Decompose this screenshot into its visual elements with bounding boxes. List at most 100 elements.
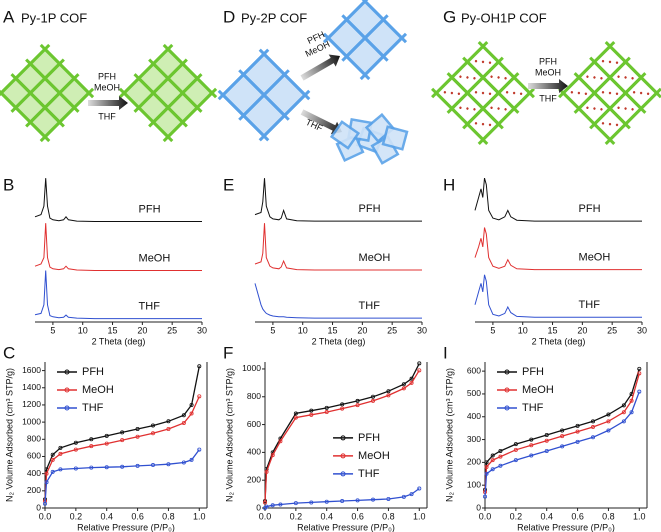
panel-letter: B xyxy=(3,175,14,194)
arrow xyxy=(300,109,342,135)
data-point xyxy=(637,389,642,394)
x-tick-label: 0.6 xyxy=(571,511,584,521)
y-tick-label: 1000 xyxy=(22,416,41,426)
data-point xyxy=(166,419,171,424)
data-point xyxy=(591,435,596,440)
y-tick-label: 200 xyxy=(467,457,481,467)
x-tick-label: 5 xyxy=(490,325,495,335)
lattice-edge xyxy=(10,73,65,128)
lattice-dot xyxy=(617,106,620,109)
data-point xyxy=(58,467,63,472)
data-point xyxy=(104,433,109,438)
data-point xyxy=(270,503,275,508)
data-point xyxy=(621,403,626,408)
x-axis-label: Relative Pressure (P/P₀) xyxy=(297,522,395,532)
y-tick-label: 600 xyxy=(467,365,481,375)
data-point xyxy=(386,389,391,394)
arrow-shape xyxy=(528,79,568,93)
x-tick-label: 25 xyxy=(607,325,617,335)
data-point xyxy=(544,432,549,437)
lattice-edge xyxy=(118,87,174,143)
data-point xyxy=(189,457,194,462)
data-point xyxy=(293,415,298,420)
data-point xyxy=(197,394,202,399)
panel-letter: E xyxy=(223,175,234,194)
series-line xyxy=(44,449,200,504)
lattice-edge xyxy=(133,73,188,128)
lattice-dot xyxy=(490,106,493,109)
data-point xyxy=(58,445,63,450)
data-point xyxy=(44,471,49,476)
x-tick-label: 15 xyxy=(548,325,558,335)
legend-label: MeOH xyxy=(358,450,390,462)
lattice-edge xyxy=(148,58,203,113)
data-point xyxy=(309,500,314,505)
lattice-dot xyxy=(481,122,485,126)
data-point xyxy=(575,439,580,444)
series-label: THF xyxy=(579,299,601,311)
x-tick-label: 0.8 xyxy=(602,511,615,521)
data-point xyxy=(120,464,125,469)
data-point xyxy=(529,453,534,458)
data-point xyxy=(44,480,49,485)
lattice-dot xyxy=(631,108,634,111)
data-point xyxy=(513,447,518,452)
lattice-edge xyxy=(162,43,218,99)
data-point xyxy=(417,486,422,491)
data-point xyxy=(498,448,503,453)
y-tick-label: 0 xyxy=(256,502,261,512)
series-line xyxy=(264,487,420,509)
data-point xyxy=(197,447,202,452)
data-point xyxy=(498,454,503,459)
series-label: MeOH xyxy=(359,252,391,264)
panel-letter: A xyxy=(3,7,15,26)
scheme-title: Py-1P COF xyxy=(21,10,87,25)
lattice xyxy=(0,43,95,143)
lattice xyxy=(322,0,408,81)
x-tick-label: 0.4 xyxy=(320,511,333,521)
lattice-dot xyxy=(593,76,596,79)
data-point xyxy=(575,429,580,434)
data-point xyxy=(482,494,487,499)
series-label: THF xyxy=(139,300,161,312)
lattice-dot xyxy=(443,91,447,94)
data-point xyxy=(370,394,375,399)
series-line xyxy=(34,178,202,222)
legend-marker xyxy=(504,405,510,411)
lattice-edge xyxy=(25,58,80,113)
x-tick-label: 1.0 xyxy=(193,511,206,521)
data-point xyxy=(135,463,140,468)
x-tick-label: 0.0 xyxy=(39,511,52,521)
lattice-edge xyxy=(462,72,520,130)
lattice-edge xyxy=(573,72,631,130)
lattice-dot xyxy=(593,107,596,110)
lattice-edge xyxy=(238,69,290,121)
lattice-edge xyxy=(39,43,95,99)
lattice-edge xyxy=(148,73,203,128)
lattice-edge xyxy=(477,41,535,99)
series-line xyxy=(474,274,642,318)
data-point xyxy=(135,426,140,431)
data-point xyxy=(401,386,406,391)
x-tick-label: 25 xyxy=(167,325,177,335)
data-point xyxy=(181,413,186,418)
y-tick-label: 1000 xyxy=(242,363,261,373)
data-point xyxy=(370,497,375,502)
lattice-edge xyxy=(446,72,504,130)
arrow-label: PFH xyxy=(98,71,116,81)
panel-letter: F xyxy=(223,343,233,362)
data-point xyxy=(621,410,626,415)
legend-label: PFH xyxy=(82,366,104,378)
lattice-edge xyxy=(341,14,389,62)
data-point xyxy=(606,419,611,424)
data-point xyxy=(637,366,642,371)
series-label: PFH xyxy=(139,203,161,215)
data-point xyxy=(498,463,503,468)
lattice-edge xyxy=(589,56,647,114)
lattice xyxy=(558,41,661,145)
lattice-edge xyxy=(604,41,661,99)
data-point xyxy=(386,393,391,398)
x-tick-label: 0.4 xyxy=(540,511,553,521)
lattice-edge xyxy=(39,87,95,143)
